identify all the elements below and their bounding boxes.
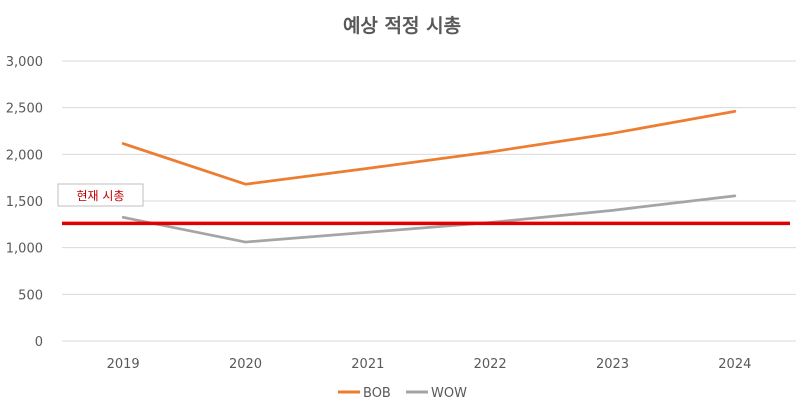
y-axis: 0 500 1,000 1,500 2,000 2,500 3,000	[6, 55, 43, 350]
x-axis: 2019 2020 2021 2022 2023 2024	[107, 357, 752, 372]
y-tick-label: 3,000	[6, 55, 43, 70]
x-tick-label: 2021	[351, 357, 384, 372]
series-line-wow	[121, 194, 737, 244]
chart-title: 예상 적정 시총	[343, 15, 461, 37]
series-lines	[121, 110, 737, 244]
y-tick-label: 1,000	[6, 242, 43, 257]
legend-label-wow: WOW	[431, 386, 467, 401]
gridlines	[62, 60, 796, 342]
reference-label-box	[57, 183, 144, 207]
reference-label: 현재 시총	[77, 189, 125, 203]
x-tick-label: 2019	[107, 357, 140, 372]
legend-label-bob: BOB	[363, 386, 391, 401]
series-line-bob	[121, 110, 737, 186]
legend: BOB WOW	[338, 386, 467, 401]
x-tick-label: 2023	[596, 357, 629, 372]
y-tick-label: 500	[18, 288, 43, 303]
y-tick-label: 2,500	[6, 102, 43, 117]
reference-line-group: 현재 시총	[57, 183, 790, 226]
y-tick-label: 1,500	[6, 195, 43, 210]
y-tick-label: 0	[35, 335, 43, 350]
x-tick-label: 2022	[474, 357, 507, 372]
x-tick-label: 2024	[718, 357, 751, 372]
x-tick-label: 2020	[229, 357, 262, 372]
y-tick-label: 2,000	[6, 148, 43, 163]
